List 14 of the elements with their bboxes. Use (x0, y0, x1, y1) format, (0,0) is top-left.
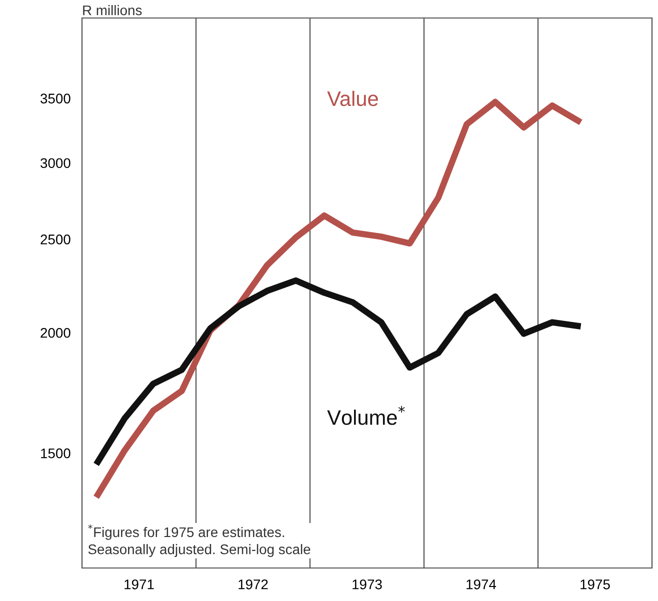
y-tick-label: 3000 (40, 158, 70, 168)
y-tick-label: 2000 (40, 328, 70, 338)
x-tick-label: 1975 (580, 579, 610, 590)
series-label: Volume$^{*}$ (327, 406, 405, 425)
y-axis-title: R millions (83, 5, 142, 16)
text: Value (327, 90, 378, 106)
x-tick-label: 1973 (352, 579, 382, 590)
x-tick-label: 1972 (238, 579, 268, 590)
x-tick-label: 1974 (466, 579, 496, 590)
x-tick-label: 1971 (124, 579, 154, 590)
y-tick-label: 1500 (41, 448, 70, 458)
y-tick-label: 3500 (40, 94, 70, 104)
annotation: $^{*}$Figures for 1975 are estimates. Seasonally adjusted. Semi-log scale (88, 524, 310, 557)
y-tick-label: 2500 (40, 234, 70, 244)
